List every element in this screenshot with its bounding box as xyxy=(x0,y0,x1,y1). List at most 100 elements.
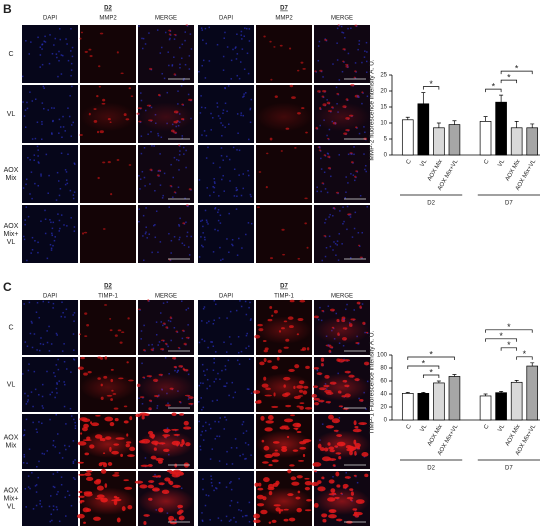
nucleus xyxy=(236,359,239,362)
nucleus xyxy=(58,59,60,62)
signal xyxy=(183,342,187,346)
nucleus xyxy=(180,401,182,404)
nucleus xyxy=(143,259,145,262)
significance-label: * xyxy=(429,367,433,377)
nucleus xyxy=(60,73,63,75)
nucleus xyxy=(248,358,251,360)
error-bar xyxy=(421,92,426,104)
signal xyxy=(117,329,122,332)
signal xyxy=(359,256,363,259)
bar xyxy=(479,121,492,156)
signal xyxy=(264,427,273,432)
signal xyxy=(354,24,358,27)
glow xyxy=(80,373,136,401)
nucleus xyxy=(73,312,76,314)
nucleus xyxy=(203,370,205,372)
nucleus xyxy=(74,425,77,427)
signal xyxy=(79,417,88,421)
nucleus xyxy=(145,226,147,229)
nucleus xyxy=(245,313,248,316)
nucleus xyxy=(242,114,245,117)
nucleus xyxy=(204,209,207,212)
nucleus xyxy=(57,75,59,78)
nucleus xyxy=(161,72,163,75)
nucleus xyxy=(204,238,206,241)
nucleus xyxy=(214,207,217,209)
error-bar xyxy=(452,120,457,125)
nucleus xyxy=(350,27,352,30)
nucleus xyxy=(36,301,39,304)
signal xyxy=(253,519,261,524)
nucleus xyxy=(210,475,212,477)
significance-label: * xyxy=(507,73,511,83)
nucleus xyxy=(170,185,173,188)
signal xyxy=(178,365,184,368)
nucleus xyxy=(141,403,144,405)
nucleus xyxy=(179,236,181,239)
nucleus xyxy=(38,421,40,423)
signal xyxy=(90,421,93,425)
nucleus xyxy=(66,43,68,45)
nucleus xyxy=(247,222,250,224)
nucleus xyxy=(222,174,224,177)
signal xyxy=(112,474,120,477)
nucleus xyxy=(335,312,338,315)
nucleus xyxy=(217,229,219,232)
significance-bracket xyxy=(516,356,533,360)
signal xyxy=(267,415,274,421)
nucleus xyxy=(46,341,49,344)
nucleus xyxy=(345,471,347,474)
nucleus xyxy=(157,132,159,135)
signal xyxy=(345,98,349,101)
signal xyxy=(296,405,301,408)
nucleus xyxy=(48,505,51,508)
nucleus xyxy=(52,439,55,442)
nucleus xyxy=(220,519,223,522)
nucleus xyxy=(157,344,159,346)
nucleus xyxy=(236,53,239,55)
nucleus xyxy=(327,305,330,307)
nucleus xyxy=(34,137,37,140)
significance-bracket xyxy=(422,374,440,378)
signal xyxy=(142,349,146,352)
nucleus xyxy=(143,147,146,149)
nucleus xyxy=(154,189,156,192)
nucleus xyxy=(363,153,365,155)
nucleus xyxy=(48,62,51,65)
signal xyxy=(114,472,120,474)
nucleus xyxy=(236,113,239,115)
nucleus xyxy=(243,35,245,37)
nucleus xyxy=(228,336,231,338)
nucleus xyxy=(224,385,227,388)
signal xyxy=(327,137,330,140)
signal xyxy=(104,304,108,306)
nucleus xyxy=(211,400,214,402)
significance-label: * xyxy=(429,79,433,89)
nucleus xyxy=(68,494,71,497)
signal xyxy=(345,63,349,66)
nucleus xyxy=(54,37,57,40)
nucleus xyxy=(242,187,245,190)
signal xyxy=(100,469,107,474)
micrograph xyxy=(80,25,136,83)
signal xyxy=(155,457,164,462)
signal xyxy=(283,346,289,349)
signal xyxy=(288,368,295,372)
nucleus xyxy=(246,52,249,55)
nucleus xyxy=(65,171,68,173)
signal xyxy=(123,420,129,424)
group-header: D7 xyxy=(280,6,288,12)
bar xyxy=(526,365,539,421)
nucleus xyxy=(212,322,215,325)
nucleus xyxy=(42,85,45,88)
nucleus xyxy=(25,403,28,405)
bar xyxy=(510,381,523,421)
nucleus xyxy=(138,25,140,27)
nucleus xyxy=(223,37,225,39)
signal xyxy=(364,473,369,478)
nucleus xyxy=(225,463,228,465)
nucleus xyxy=(224,31,226,34)
y-tick-label: 15 xyxy=(380,105,387,111)
error-bar xyxy=(514,121,519,128)
